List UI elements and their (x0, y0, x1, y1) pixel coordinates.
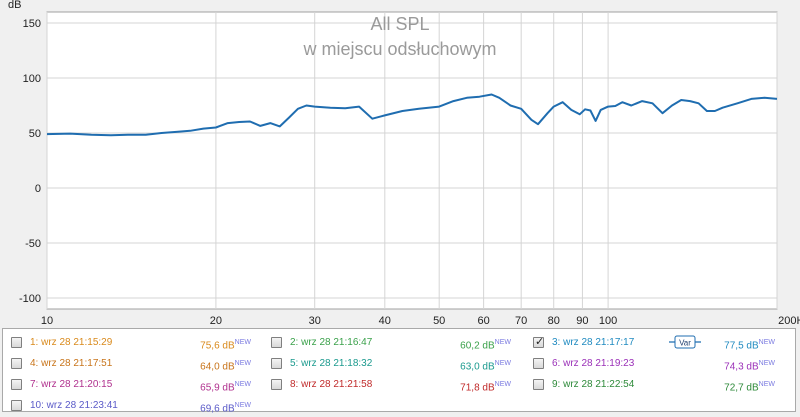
legend-value-text: 63,0 dB (460, 361, 495, 373)
y-tick-labels: 150 100 50 0 -50 -100 (19, 18, 41, 305)
x-tick-label: 20 (210, 315, 222, 327)
legend-item[interactable]: 4: wrz 28 21:17:51 64,0 dBNEW (11, 356, 255, 372)
legend-checkbox[interactable] (533, 334, 544, 350)
legend-label: 5: wrz 28 21:18:32 (290, 358, 373, 369)
new-badge: NEW (758, 360, 775, 367)
y-tick-label: 0 (35, 183, 41, 195)
y-tick-label: 150 (23, 18, 41, 30)
legend-label: 7: wrz 28 21:20:15 (30, 379, 113, 390)
legend-value: 77,5 dBNEW (715, 335, 775, 354)
x-tick-label: 50 (433, 315, 445, 327)
var-label: Var (679, 339, 691, 348)
x-tick-label: 90 (576, 315, 588, 327)
new-badge: NEW (234, 360, 251, 367)
new-badge: NEW (234, 402, 251, 409)
y-axis-label: dB (8, 0, 21, 11)
legend-checkbox[interactable] (11, 337, 22, 348)
legend-label: 3: wrz 28 21:17:17 (552, 337, 635, 348)
x-tick-label: 10 (41, 315, 53, 327)
new-badge: NEW (758, 339, 775, 346)
y-tick-label: 100 (23, 73, 41, 85)
legend-item[interactable]: 3: wrz 28 21:17:17 77,5 dBNEW (533, 334, 779, 354)
new-badge: NEW (234, 339, 251, 346)
legend-value: 63,0 dBNEW (451, 356, 511, 375)
series-line (46, 93, 778, 137)
legend-value-text: 75,6 dB (200, 340, 235, 352)
x-tick-label: 80 (548, 315, 560, 327)
legend-value: 71,8 dBNEW (451, 377, 511, 396)
legend-value-text: 72,7 dB (724, 382, 759, 394)
legend-value-text: 74,3 dB (724, 361, 759, 373)
legend-item[interactable]: 8: wrz 28 21:21:58 71,8 dBNEW (271, 377, 515, 393)
legend-value: 74,3 dBNEW (715, 356, 775, 375)
x-tick-label: 30 (309, 315, 321, 327)
new-badge: NEW (758, 381, 775, 388)
legend-item[interactable]: 9: wrz 28 21:22:54 72,7 dBNEW (533, 377, 779, 393)
legend-checkbox[interactable] (11, 400, 22, 411)
new-badge: NEW (494, 381, 511, 388)
legend-label: 4: wrz 28 21:17:51 (30, 358, 113, 369)
legend-checkbox[interactable] (11, 379, 22, 390)
x-tick-label: 60 (477, 315, 489, 327)
legend-value-text: 60,2 dB (460, 340, 495, 352)
legend-value-text: 65,9 dB (200, 382, 235, 394)
legend-checkbox[interactable] (271, 358, 282, 369)
x-tick-label: 100 (599, 315, 617, 327)
x-tick-label: 70 (515, 315, 527, 327)
var-icon[interactable]: Var (669, 335, 701, 349)
x-tick-label: 40 (379, 315, 391, 327)
legend-panel: 1: wrz 28 21:15:29 75,6 dBNEW 2: wrz 28 21… (2, 328, 796, 414)
legend-value-text: 71,8 dB (460, 382, 495, 394)
legend-value-text: 69,6 dB (200, 403, 235, 415)
legend-checkbox[interactable] (11, 358, 22, 369)
legend-label: 2: wrz 28 21:16:47 (290, 337, 373, 348)
chart-subtitle: w miejscu odsłuchowym (302, 39, 496, 59)
x-tick-label: 200Hz (778, 315, 800, 327)
legend-item[interactable]: 7: wrz 28 21:20:15 65,9 dBNEW (11, 377, 255, 393)
legend-item[interactable]: 6: wrz 28 21:19:23 74,3 dBNEW (533, 356, 779, 372)
legend-label: 8: wrz 28 21:21:58 (290, 379, 373, 390)
legend-value: 72,7 dBNEW (715, 377, 775, 396)
new-badge: NEW (234, 381, 251, 388)
legend-label: 10: wrz 28 21:23:41 (30, 400, 118, 411)
legend-item[interactable]: 10: wrz 28 21:23:41 69,6 dBNEW (11, 398, 255, 414)
spl-chart: 150 100 50 0 -50 -100 10 20 30 40 50 60 70 80 90 100 20… (8, 0, 800, 327)
new-badge: NEW (494, 360, 511, 367)
legend-value-text: 77,5 dB (724, 340, 759, 352)
legend-checkbox[interactable] (271, 379, 282, 390)
new-badge: NEW (494, 339, 511, 346)
x-tick-labels: 10 20 30 40 50 60 70 80 90 100 200Hz (41, 315, 800, 327)
legend-checkbox[interactable] (533, 379, 544, 390)
legend-value: 60,2 dBNEW (451, 335, 511, 354)
legend-checkbox[interactable] (271, 337, 282, 348)
y-tick-label: -100 (19, 293, 41, 305)
grid (46, 12, 778, 309)
series-layer (46, 93, 778, 137)
legend-item[interactable]: 1: wrz 28 21:15:29 75,6 dBNEW (11, 335, 255, 351)
y-tick-label: -50 (25, 238, 41, 250)
legend-value: 64,0 dBNEW (191, 356, 251, 375)
y-tick-label: 50 (29, 128, 41, 140)
plot-area (46, 11, 778, 310)
legend-value: 69,6 dBNEW (191, 398, 251, 417)
legend-label: 1: wrz 28 21:15:29 (30, 337, 113, 348)
legend-value-text: 64,0 dB (200, 361, 235, 373)
legend-label: 6: wrz 28 21:19:23 (552, 358, 635, 369)
chart-title: All SPL (370, 14, 429, 34)
legend-label: 9: wrz 28 21:22:54 (552, 379, 635, 390)
legend-checkbox[interactable] (533, 358, 544, 369)
legend-value: 65,9 dBNEW (191, 377, 251, 396)
legend-item[interactable]: 5: wrz 28 21:18:32 63,0 dBNEW (271, 356, 515, 372)
legend-item[interactable]: 2: wrz 28 21:16:47 60,2 dBNEW (271, 335, 515, 351)
legend-value: 75,6 dBNEW (191, 335, 251, 354)
